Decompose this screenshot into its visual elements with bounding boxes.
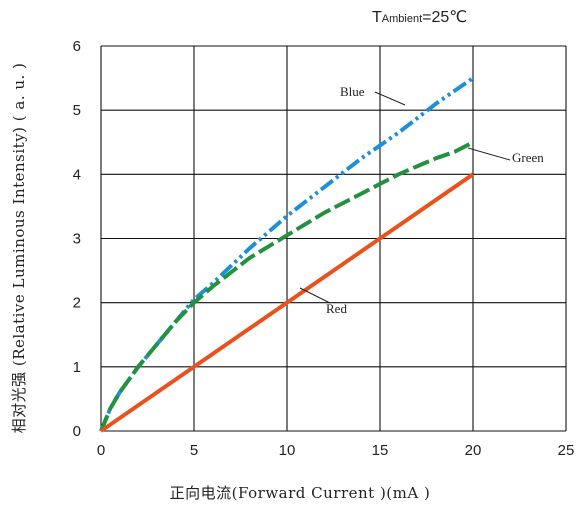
leader-line-red: [299, 287, 331, 304]
y-axis-title: 相对光强 (Relative Luminous Intensity) ( a. …: [10, 63, 28, 434]
leader-line-green: [467, 147, 511, 161]
y-tick-label: 0: [73, 423, 81, 440]
y-tick-label: 2: [73, 295, 81, 312]
x-tick-label: 5: [190, 442, 198, 459]
y-tick-labels: 0 1 2 3 4 5 6: [73, 38, 81, 440]
x-tick-label: 10: [279, 442, 296, 459]
x-tick-label: 25: [558, 442, 575, 459]
leader-line-blue: [374, 91, 406, 106]
y-tick-label: 6: [73, 38, 81, 55]
x-tick-label: 20: [465, 442, 482, 459]
ambient-subscript: Ambient: [382, 13, 422, 25]
ambient-t: T: [372, 9, 382, 26]
series-label-blue: Blue: [340, 84, 365, 99]
series-label-green: Green: [512, 150, 544, 165]
series-labels: Blue Green Red: [299, 84, 544, 316]
series-label-red: Red: [326, 301, 347, 316]
y-tick-label: 3: [73, 231, 81, 248]
series-line-red: [99, 172, 475, 433]
x-tick-labels: 0 5 10 15 20 25: [97, 442, 575, 459]
x-tick-label: 15: [372, 442, 389, 459]
x-axis-title: 正向电流(Forward Current )(mA ): [170, 484, 431, 502]
series-line-green: [99, 140, 474, 432]
ambient-value: =25℃: [422, 9, 467, 26]
x-tick-label: 0: [97, 442, 105, 459]
grid: [100, 45, 567, 432]
y-tick-label: 5: [73, 102, 81, 119]
series-lines: [99, 76, 475, 433]
y-tick-label: 1: [73, 359, 81, 376]
ambient-temperature-note: TAmbient=25℃: [372, 9, 467, 26]
y-tick-label: 4: [73, 166, 81, 183]
